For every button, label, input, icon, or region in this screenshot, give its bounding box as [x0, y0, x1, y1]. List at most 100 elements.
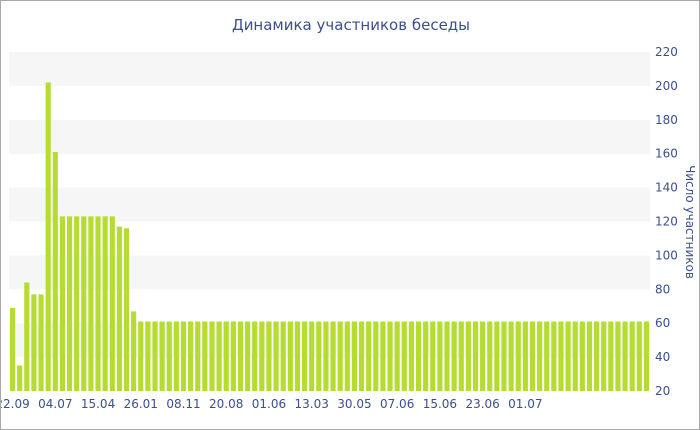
- bar: [643, 321, 649, 391]
- y-tick-label: 200: [655, 79, 678, 93]
- y-axis-ticks: 20 40 60 80 100 120 140 160 180 200 220: [655, 45, 678, 398]
- bar: [487, 321, 493, 391]
- bar: [608, 321, 614, 391]
- bar: [572, 321, 578, 391]
- bar: [387, 321, 393, 391]
- y-tick-label: 80: [655, 282, 670, 296]
- x-tick-label: 26.01: [124, 397, 158, 411]
- bar: [579, 321, 585, 391]
- bar: [594, 321, 600, 391]
- bar: [202, 321, 208, 391]
- bar: [415, 321, 422, 391]
- grid-band: [9, 119, 650, 154]
- bar: [515, 321, 521, 391]
- bar: [17, 365, 23, 391]
- bar: [52, 152, 58, 391]
- grid-band: [9, 255, 650, 290]
- bar: [159, 321, 165, 391]
- bar: [273, 321, 279, 391]
- x-tick-label: 01.07: [508, 397, 542, 411]
- bar: [81, 216, 87, 391]
- bar: [330, 321, 336, 391]
- bar: [109, 216, 115, 391]
- bar: [636, 321, 642, 391]
- bar: [216, 321, 222, 391]
- bar: [622, 321, 628, 391]
- y-tick-label: 120: [655, 215, 678, 229]
- bar: [145, 321, 151, 391]
- bar: [601, 321, 607, 391]
- bar: [565, 321, 571, 391]
- x-tick-label: 04.07: [38, 397, 72, 411]
- x-axis-ticks: 22.09 04.07 15.04 26.01 08.11 20.08 01.06 13.03…: [1, 397, 543, 411]
- bar: [95, 216, 101, 391]
- bar: [558, 321, 564, 391]
- x-tick-label: 07.06: [380, 397, 414, 411]
- bar: [173, 321, 179, 391]
- bar: [437, 321, 443, 391]
- bar: [38, 294, 44, 391]
- bar: [74, 216, 80, 391]
- bar: [309, 321, 315, 391]
- bar: [116, 226, 122, 391]
- bar: [152, 321, 158, 391]
- bar: [31, 294, 37, 391]
- bar: [615, 321, 621, 391]
- bar: [508, 321, 514, 391]
- bar: [544, 321, 550, 391]
- bar: [209, 321, 215, 391]
- bar: [522, 321, 528, 391]
- y-tick-label: 220: [655, 45, 678, 59]
- x-tick-label: 15.06: [423, 397, 457, 411]
- x-tick-label: 30.05: [337, 397, 371, 411]
- bar: [123, 228, 130, 391]
- x-tick-label: 22.09: [1, 397, 30, 411]
- bar: [24, 282, 30, 391]
- bar: [323, 321, 329, 391]
- bar: [629, 321, 635, 391]
- bar: [444, 321, 450, 391]
- x-tick-label: 01.06: [252, 397, 286, 411]
- bar: [394, 321, 400, 391]
- x-tick-label: 08.11: [166, 397, 200, 411]
- bar: [351, 321, 357, 391]
- bar: [302, 321, 308, 391]
- bar: [88, 216, 94, 391]
- bar: [280, 321, 286, 391]
- bar: [458, 321, 464, 391]
- y-tick-label: 20: [655, 384, 670, 398]
- bar: [45, 82, 51, 391]
- y-tick-label: 140: [655, 181, 678, 195]
- bar: [472, 321, 479, 391]
- bar-series: [10, 82, 649, 391]
- x-tick-label: 23.06: [465, 397, 499, 411]
- bar: [344, 321, 350, 391]
- grid-band: [9, 187, 650, 222]
- x-tick-label: 13.03: [295, 397, 329, 411]
- bar: [480, 321, 486, 391]
- bar: [252, 321, 258, 391]
- bar: [245, 321, 251, 391]
- bar: [316, 321, 322, 391]
- bar: [166, 321, 172, 391]
- grid-bands: [9, 52, 650, 358]
- bar: [259, 321, 265, 391]
- bar: [494, 321, 500, 391]
- bar: [131, 311, 137, 391]
- bar: [373, 321, 379, 391]
- bar: [551, 321, 557, 391]
- bar: [529, 321, 536, 391]
- bar: [138, 321, 144, 391]
- bar: [358, 321, 365, 391]
- bar: [586, 321, 593, 391]
- bar: [401, 321, 407, 391]
- bar: [501, 321, 507, 391]
- y-tick-label: 60: [655, 316, 670, 330]
- grid-band: [9, 323, 650, 358]
- bar: [66, 216, 73, 391]
- bar: [423, 321, 429, 391]
- bar: [430, 321, 436, 391]
- y-tick-label: 160: [655, 147, 678, 161]
